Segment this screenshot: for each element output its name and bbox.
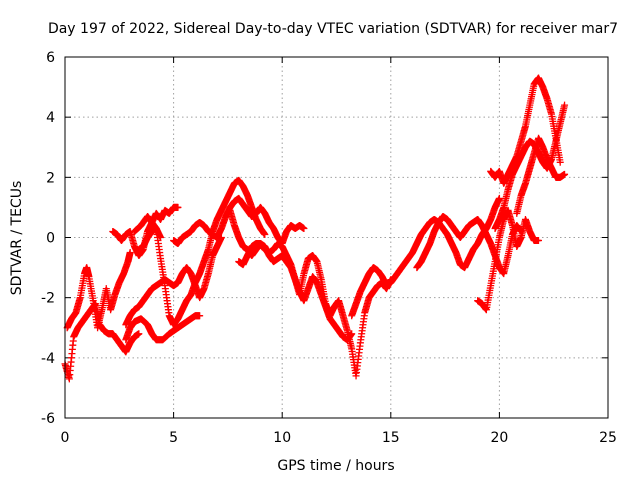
series-arc-7: [135, 176, 269, 329]
data-point: [126, 249, 134, 257]
chart-title: Day 197 of 2022, Sidereal Day-to-day VTE…: [48, 21, 618, 37]
series-arc-10: [235, 240, 395, 380]
data-point: [174, 203, 182, 211]
series-arc-5: [122, 312, 204, 344]
series-arc-16: [513, 134, 569, 217]
x-tick-label: 20: [490, 430, 508, 446]
y-tick-label: 0: [46, 231, 55, 247]
y-axis-label: SDTVAR / TECUs: [9, 181, 25, 296]
series-arc-11: [348, 194, 503, 320]
x-tick-label: 5: [169, 430, 178, 446]
data-point: [495, 194, 503, 202]
y-tick-label: 6: [46, 50, 55, 66]
data-point: [556, 158, 564, 166]
tick-labels: 0 5 10 15 20 25 -6 -4 -2 0 2 4 6: [41, 50, 617, 446]
data-point: [534, 237, 542, 245]
y-tick-label: 2: [46, 170, 55, 186]
series-arc-2: [63, 249, 134, 332]
data-point: [561, 170, 569, 178]
x-axis-label: GPS time / hours: [277, 458, 394, 474]
x-tick-label: 0: [61, 430, 70, 446]
plot-frame: [64, 56, 609, 419]
data-marks: [61, 74, 569, 383]
series-arc-4: [131, 203, 182, 235]
series-arc-6: [122, 234, 225, 329]
x-tick-label: 25: [599, 430, 617, 446]
data-point: [561, 101, 569, 109]
y-tick-label: -6: [41, 411, 55, 427]
data-point: [261, 230, 269, 238]
y-tick-label: -4: [41, 351, 55, 367]
y-tick-label: -2: [41, 291, 55, 307]
y-tick-label: 4: [46, 110, 55, 126]
x-tick-label: 10: [273, 430, 291, 446]
data-point: [300, 224, 308, 232]
data-point: [196, 312, 204, 320]
series-arc-15: [487, 74, 564, 187]
series-arc-3: [109, 218, 165, 260]
x-tick-label: 15: [382, 430, 400, 446]
data-point: [135, 330, 143, 338]
